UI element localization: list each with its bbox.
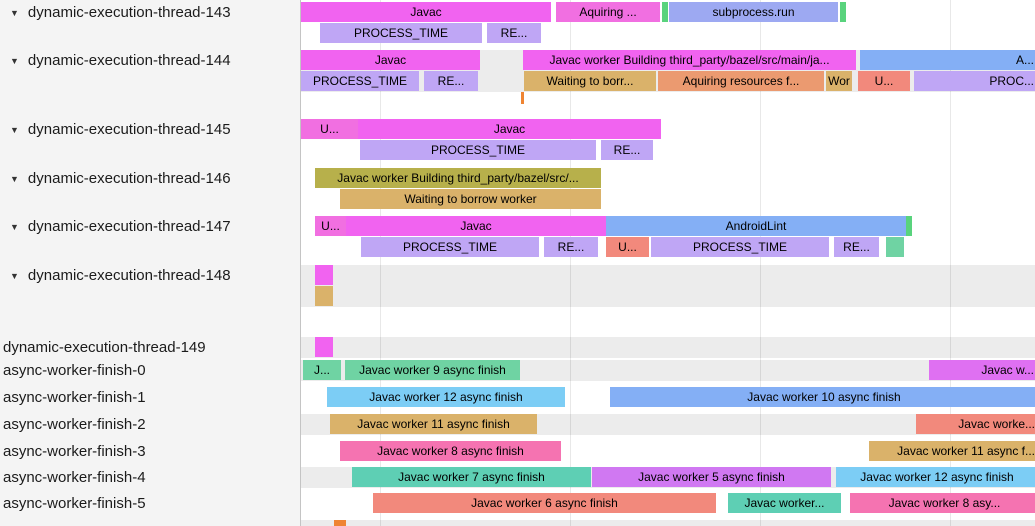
track-label: dynamic-execution-thread-144	[27, 52, 231, 69]
timeline-slice[interactable]: Wor	[826, 71, 852, 91]
track-label: dynamic-execution-thread-143	[27, 4, 231, 21]
track-name[interactable]: async-worker-finish-5	[0, 493, 303, 514]
track-name[interactable]: ▼ dynamic-execution-thread-146	[0, 168, 300, 189]
timeline-slice[interactable]: Javac	[301, 2, 551, 22]
timeline-slice[interactable]: Javac	[358, 119, 661, 139]
timeline-slice[interactable]: U...	[301, 119, 358, 139]
timeline-slice[interactable]: Javac worker 10 async finish	[610, 387, 1035, 407]
timeline-slice[interactable]: Javac worker Building third_party/bazel/…	[315, 168, 601, 188]
timeline-slice[interactable]: Javac worker 6 async finish	[373, 493, 716, 513]
timeline-slice[interactable]: PROC...	[914, 71, 1035, 91]
timeline-slice[interactable]: subprocess.run	[669, 2, 838, 22]
timeline-slice[interactable]: Javac	[301, 50, 480, 70]
track-row-background	[301, 337, 1035, 358]
timeline-slice[interactable]: Javac w...	[929, 360, 1035, 380]
timeline-slice[interactable]	[334, 520, 346, 526]
timeline-slice[interactable]: Javac worker 12 async finish	[836, 467, 1035, 487]
timeline-slice[interactable]	[840, 2, 846, 22]
collapse-arrow-icon[interactable]: ▼	[10, 173, 19, 184]
timeline-slice[interactable]: PROCESS_TIME	[360, 140, 596, 160]
timeline-slice[interactable]	[906, 216, 912, 236]
gridline	[570, 0, 571, 526]
track-label: dynamic-execution-thread-146	[27, 170, 231, 187]
track-name[interactable]: ▼ dynamic-execution-thread-143	[0, 2, 300, 23]
timeline-slice[interactable]: Javac worker 8 async finish	[340, 441, 561, 461]
track-row-background	[301, 23, 1035, 44]
timeline-slice[interactable]: Javac worker 5 async finish	[592, 467, 831, 487]
timeline-slice[interactable]: RE...	[601, 140, 653, 160]
track-name[interactable]: async-worker-finish-1	[0, 387, 303, 408]
timeline-slice[interactable]: A...	[860, 50, 1035, 70]
timeline-slice[interactable]: Waiting to borr...	[524, 71, 656, 91]
timeline-slice[interactable]: PROCESS_TIME	[320, 23, 482, 43]
timeline-slice[interactable]: Javac worker 7 async finish	[352, 467, 591, 487]
track-name[interactable]: ▼ dynamic-execution-thread-144	[0, 50, 300, 71]
track-name[interactable]: async-worker-finish-4	[0, 467, 303, 488]
timeline-canvas[interactable]: Javac Aquiring ... subprocess.run PROCESS_T…	[301, 0, 1035, 526]
timeline-slice[interactable]	[315, 265, 333, 285]
timeline-slice[interactable]: PROCESS_TIME	[301, 71, 419, 91]
track-name[interactable]: dynamic-execution-thread-149	[0, 337, 303, 358]
timeline-slice[interactable]: U...	[606, 237, 649, 257]
collapse-arrow-icon[interactable]: ▼	[10, 124, 19, 135]
collapse-arrow-icon[interactable]: ▼	[10, 270, 19, 281]
gridline	[380, 0, 381, 526]
timeline-slice[interactable]: Javac worke...	[916, 414, 1035, 434]
timeline-slice[interactable]: RE...	[834, 237, 879, 257]
timeline-slice[interactable]: AndroidLint	[606, 216, 906, 236]
timeline-slice[interactable]: PROCESS_TIME	[361, 237, 539, 257]
gridline	[950, 0, 951, 526]
track-label: async-worker-finish-0	[3, 362, 146, 379]
timeline-slice[interactable]: Javac worker...	[728, 493, 841, 513]
timeline-slice[interactable]: Javac worker 9 async finish	[345, 360, 520, 380]
timeline-slice[interactable]: Waiting to borrow worker	[340, 189, 601, 209]
timeline-slice[interactable]: Aquiring ...	[556, 2, 660, 22]
track-label: dynamic-execution-thread-147	[27, 218, 231, 235]
timeline-slice[interactable]: U...	[858, 71, 910, 91]
track-label: dynamic-execution-thread-145	[27, 121, 231, 138]
collapse-arrow-icon[interactable]: ▼	[10, 55, 19, 66]
track-name[interactable]: ▼ dynamic-execution-thread-145	[0, 119, 300, 140]
track-row-background	[301, 286, 1035, 307]
timeline-slice[interactable]	[315, 286, 333, 306]
track-label: async-worker-finish-2	[3, 416, 146, 433]
track-name[interactable]: async-worker-finish-2	[0, 414, 303, 435]
track-name[interactable]: async-worker-finish-3	[0, 441, 303, 462]
timeline-slice[interactable]: Javac worker 11 async finish	[330, 414, 537, 434]
track-name-panel: ▼ dynamic-execution-thread-143 ▼ dynamic-ex…	[0, 0, 301, 526]
timeline-slice[interactable]: J...	[303, 360, 341, 380]
timeline-slice[interactable]: PROCESS_TIME	[651, 237, 829, 257]
track-name[interactable]: async-worker-finish-0	[0, 360, 303, 381]
track-row-background	[301, 265, 1035, 286]
track-row-background	[301, 520, 1035, 526]
timeline-slice[interactable]: RE...	[487, 23, 541, 43]
track-label: dynamic-execution-thread-149	[3, 339, 206, 356]
track-label: async-worker-finish-1	[3, 389, 146, 406]
track-label: dynamic-execution-thread-148	[27, 267, 231, 284]
timeline-slice[interactable]: Javac	[346, 216, 606, 236]
timeline-slice[interactable]: Javac worker 8 asy...	[850, 493, 1035, 513]
timeline-slice[interactable]: RE...	[544, 237, 598, 257]
collapse-arrow-icon[interactable]: ▼	[10, 7, 19, 18]
timeline-slice[interactable]: Javac worker 12 async finish	[327, 387, 565, 407]
timeline-slice[interactable]: Javac worker 11 async f...	[869, 441, 1035, 461]
timeline-slice[interactable]	[315, 337, 333, 357]
track-label: async-worker-finish-4	[3, 469, 146, 486]
timeline-slice[interactable]: Aquiring resources f...	[658, 71, 824, 91]
timeline-slice[interactable]	[662, 2, 668, 22]
timeline-slice[interactable]: Javac worker Building third_party/bazel/…	[523, 50, 856, 70]
track-name[interactable]: ▼ dynamic-execution-thread-148	[0, 265, 300, 286]
timeline-slice[interactable]	[886, 237, 904, 257]
track-name[interactable]: ▼ dynamic-execution-thread-147	[0, 216, 300, 237]
gridline	[760, 0, 761, 526]
collapse-arrow-icon[interactable]: ▼	[10, 221, 19, 232]
instant-event-marker[interactable]	[521, 92, 524, 104]
track-label: async-worker-finish-3	[3, 443, 146, 460]
track-label: async-worker-finish-5	[3, 495, 146, 512]
timeline-slice[interactable]: RE...	[424, 71, 478, 91]
timeline-slice[interactable]: U...	[315, 216, 346, 236]
